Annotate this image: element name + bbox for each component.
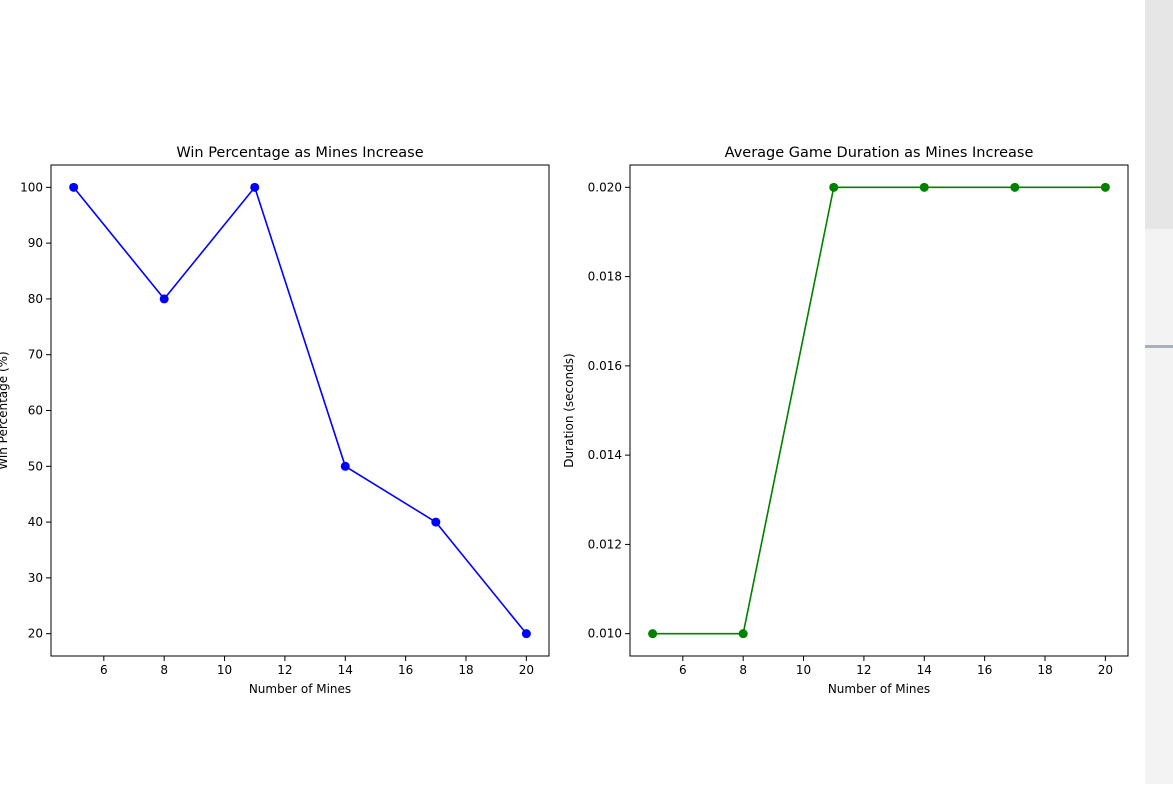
y-tick-label: 0.014	[588, 448, 622, 462]
data-point	[829, 182, 839, 192]
y-tick-label: 50	[28, 459, 43, 473]
x-tick-label: 18	[1037, 663, 1052, 677]
y-axis-label: Win Percentage (%)	[0, 351, 10, 469]
x-tick-label: 16	[398, 663, 413, 677]
plot-frame	[629, 164, 1129, 657]
data-point	[1100, 182, 1110, 192]
x-tick-label: 20	[519, 663, 534, 677]
charts-svg: Win Percentage as Mines Increase 6 8 10 12 14…	[0, 145, 1129, 696]
x-tick-label: 8	[739, 663, 747, 677]
y-tick-label: 0.016	[588, 359, 622, 373]
y-axis-label: Duration (seconds)	[562, 353, 576, 467]
y-tick-label: 0.020	[588, 180, 622, 194]
series-line	[652, 186, 1106, 635]
x-tick-label: 12	[277, 663, 292, 677]
data-point	[648, 629, 658, 639]
y-tick-label: 0.012	[588, 537, 622, 551]
y-tick-label: 90	[28, 236, 43, 250]
x-tick-label: 12	[856, 663, 871, 677]
y-tick-label: 100	[20, 180, 43, 194]
data-point	[250, 182, 260, 192]
y-tick-label: 20	[28, 627, 43, 641]
data-point	[340, 461, 350, 471]
x-tick-label: 16	[977, 663, 992, 677]
scrollbar-thumb[interactable]	[1145, 345, 1173, 348]
y-tick-label: 30	[28, 571, 43, 585]
scrollbar-track-top	[1145, 0, 1173, 229]
y-tick-label: 0.018	[588, 270, 622, 284]
y-tick-label: 60	[28, 404, 43, 418]
data-point	[69, 182, 79, 192]
data-point	[919, 182, 929, 192]
chart-1: Win Percentage as Mines Increase 6 8 10 12 14…	[0, 145, 550, 696]
x-tick-label: 20	[1098, 663, 1113, 677]
data-point	[1010, 182, 1020, 192]
x-tick-label: 18	[458, 663, 473, 677]
y-tick-label: 70	[28, 348, 43, 362]
chart-2: Average Game Duration as Mines Increase 6…	[562, 145, 1129, 696]
chart-title: Average Game Duration as Mines Increase	[725, 145, 1034, 161]
side-scrollbar-panel[interactable]	[1145, 0, 1173, 784]
x-tick-label: 10	[796, 663, 811, 677]
x-tick-label: 6	[679, 663, 687, 677]
x-tick-label: 6	[100, 663, 108, 677]
x-tick-label: 10	[217, 663, 232, 677]
x-axis-label: Number of Mines	[249, 682, 351, 696]
y-tick-label: 80	[28, 292, 43, 306]
data-point	[431, 517, 441, 527]
chart-title: Win Percentage as Mines Increase	[176, 145, 423, 161]
plot-frame	[50, 164, 550, 657]
data-point	[521, 629, 531, 639]
x-axis-label: Number of Mines	[828, 682, 930, 696]
x-tick-label: 14	[917, 663, 932, 677]
x-tick-label: 14	[338, 663, 353, 677]
y-tick-label: 40	[28, 515, 43, 529]
series-line	[73, 185, 527, 635]
x-tick-label: 8	[160, 663, 168, 677]
data-point	[159, 294, 169, 304]
figure: Win Percentage as Mines Increase 6 8 10 12 14…	[0, 145, 1129, 696]
data-point	[738, 629, 748, 639]
y-tick-label: 0.010	[588, 627, 622, 641]
